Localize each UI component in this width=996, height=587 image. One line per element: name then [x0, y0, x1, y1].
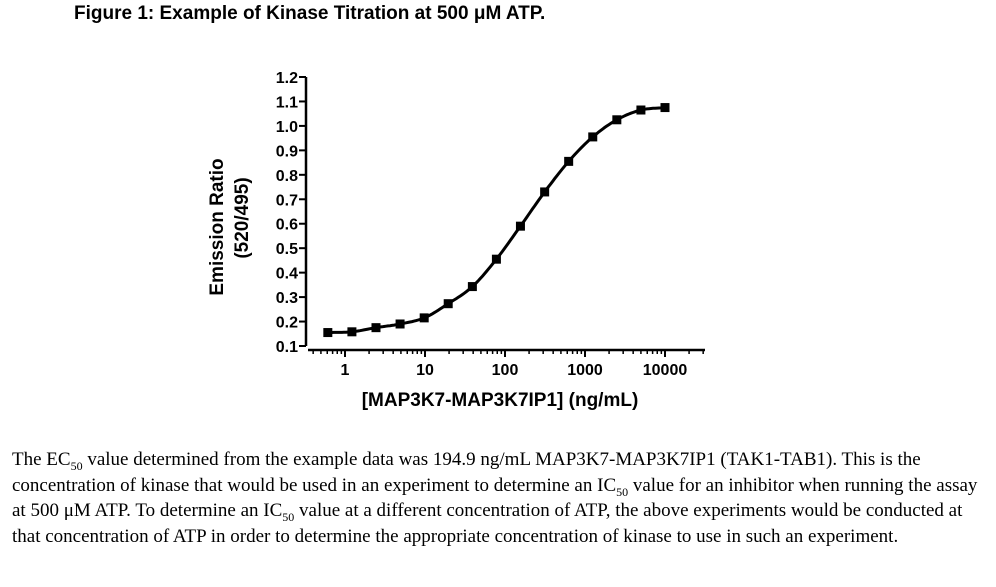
y-tick-label: 0.1: [276, 339, 298, 356]
data-point: [371, 323, 381, 333]
data-point: [323, 328, 333, 338]
caption-text: value for an inhibitor when running the …: [12, 474, 978, 522]
y-tick-label: 1.1: [276, 94, 298, 111]
y-tick-label: 0.5: [276, 241, 298, 258]
y-tick-label: 1.0: [276, 119, 298, 136]
axes-layer: 0.1 0.2 0.3 0.4 0.5 0.6 0.7 0.8 0.9 1.0 1.1 1.2 1 10 1…: [276, 70, 705, 379]
y-tick-label: 0.4: [276, 266, 298, 283]
caption-text: The EC: [12, 449, 71, 470]
data-point: [564, 156, 574, 166]
y-tick-label: 0.2: [276, 315, 298, 332]
y-tick-label: 1.2: [276, 70, 298, 87]
y-axis-label: Emission Ratio: [207, 158, 228, 295]
caption-subscript: 50: [616, 484, 629, 499]
data-point: [612, 115, 622, 125]
data-point: [588, 132, 598, 142]
x-tick-label: 1000: [567, 362, 603, 379]
points-layer: [323, 103, 670, 338]
y-tick-label: 0.6: [276, 217, 298, 234]
x-axis-label: [MAP3K7-MAP3K7IP1] (ng/mL): [362, 390, 639, 411]
data-point: [491, 254, 501, 264]
y-axis-label-units: (520/495): [232, 177, 253, 258]
data-point: [347, 327, 357, 337]
caption-text: value at a different concentration of AT…: [12, 500, 963, 547]
titration-chart: 0.1 0.2 0.3 0.4 0.5 0.6 0.7 0.8 0.9 1.0 1.1 1.2 1 10 1…: [207, 70, 705, 411]
caption-subscript: 50: [70, 458, 83, 473]
y-tick-label: 0.9: [276, 143, 298, 160]
y-tick-label: 0.7: [276, 192, 298, 209]
x-tick-label: 10000: [643, 362, 688, 379]
caption-text: value determined from the example data w…: [12, 449, 921, 496]
caption-subscript: 50: [282, 509, 295, 524]
data-point: [540, 187, 550, 197]
figure-caption: The EC50 value determined from the examp…: [12, 447, 992, 549]
data-point: [419, 313, 429, 323]
figure-title: Figure 1: Example of Kinase Titration at…: [74, 3, 546, 24]
data-point: [467, 282, 477, 292]
y-tick-label: 0.8: [276, 168, 298, 185]
data-point: [395, 319, 405, 329]
y-tick-label: 0.3: [276, 290, 298, 307]
x-tick-label: 100: [492, 362, 519, 379]
data-point: [443, 299, 453, 309]
labels-layer: Emission Ratio (520/495) [MAP3K7-MAP3K7I…: [207, 158, 638, 411]
data-point: [660, 103, 670, 113]
x-tick-label: 1: [341, 362, 350, 379]
x-tick-label: 10: [416, 362, 434, 379]
data-point: [515, 221, 525, 231]
fit-curve: [327, 106, 666, 335]
data-point: [636, 105, 646, 115]
